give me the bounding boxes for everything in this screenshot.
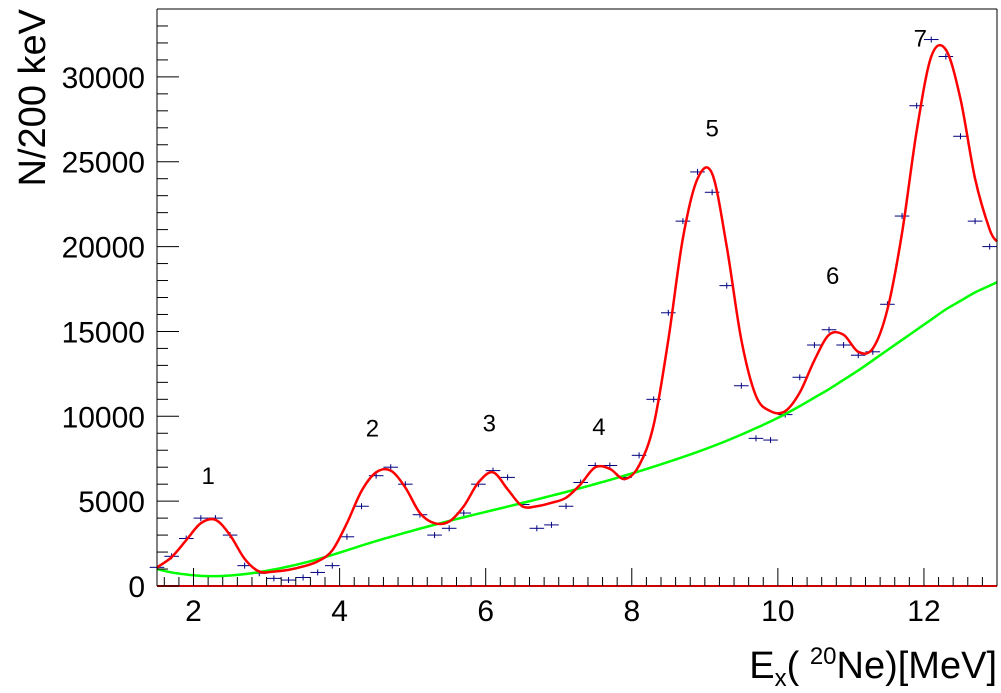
peak-label-2: 2 — [366, 416, 379, 443]
data-point — [953, 133, 968, 140]
x-axis-label-sub: x — [775, 665, 787, 688]
data-point — [675, 218, 691, 225]
y-tick-label: 0 — [128, 571, 145, 604]
peak-label-4: 4 — [592, 414, 605, 441]
data-point — [850, 352, 866, 359]
x-axis-label: Ex( 20Ne)[MeV] — [749, 643, 997, 688]
data-point — [982, 243, 997, 250]
x-tick-label: 4 — [331, 595, 348, 628]
data-point — [427, 532, 442, 539]
data-point — [763, 437, 778, 444]
data-point — [529, 525, 545, 532]
data-point — [938, 53, 954, 60]
data-point — [441, 525, 457, 532]
data-point — [558, 503, 574, 510]
x-tick-label: 12 — [907, 595, 940, 628]
y-tick-label: 15000 — [62, 316, 145, 349]
data-point — [281, 577, 296, 584]
x-axis-label-main: E — [749, 645, 774, 687]
peak-label-6: 6 — [826, 263, 839, 290]
x-axis-label-sup: 20 — [810, 643, 837, 670]
x-tick-label: 2 — [185, 595, 202, 628]
peak-label-3: 3 — [483, 411, 496, 438]
peak-label-5: 5 — [705, 115, 718, 142]
data-point — [295, 574, 311, 581]
data-point — [836, 342, 851, 349]
fit-curves-layer — [156, 43, 999, 578]
data-point — [544, 521, 559, 528]
data-point — [266, 575, 282, 582]
data-point — [602, 462, 618, 469]
peak-label-1: 1 — [201, 463, 214, 490]
x-axis-label-rest: Ne)[MeV] — [837, 645, 997, 687]
data-point — [339, 533, 355, 540]
data-point — [821, 326, 837, 333]
data-point — [325, 562, 340, 569]
y-tick-label: 10000 — [62, 401, 145, 434]
data-point — [500, 474, 515, 481]
data-point — [792, 374, 808, 381]
total-fit-curve — [156, 43, 999, 574]
x-tick-label: 10 — [761, 595, 794, 628]
data-point — [894, 213, 910, 220]
data-point — [734, 382, 749, 389]
data-point — [807, 342, 822, 349]
data-point — [354, 503, 369, 510]
peak-label-7: 7 — [914, 25, 927, 52]
x-axis-label-open: ( — [787, 645, 810, 687]
y-tick-label: 30000 — [62, 62, 145, 95]
data-point — [967, 218, 983, 225]
y-tick-label: 25000 — [62, 147, 145, 180]
plot-frame-layer — [156, 8, 998, 586]
x-tick-label: 6 — [477, 595, 494, 628]
data-point — [193, 515, 209, 522]
x-tick-label: 8 — [623, 595, 640, 628]
data-point — [310, 569, 325, 576]
data-point — [923, 36, 939, 43]
background-fit-curve — [156, 281, 998, 578]
y-tick-label: 20000 — [62, 232, 145, 265]
data-point — [748, 435, 764, 442]
y-tick-label: 5000 — [78, 486, 145, 519]
y-axis-label: N/200 keV — [12, 8, 54, 186]
data-points-layer — [149, 36, 997, 584]
